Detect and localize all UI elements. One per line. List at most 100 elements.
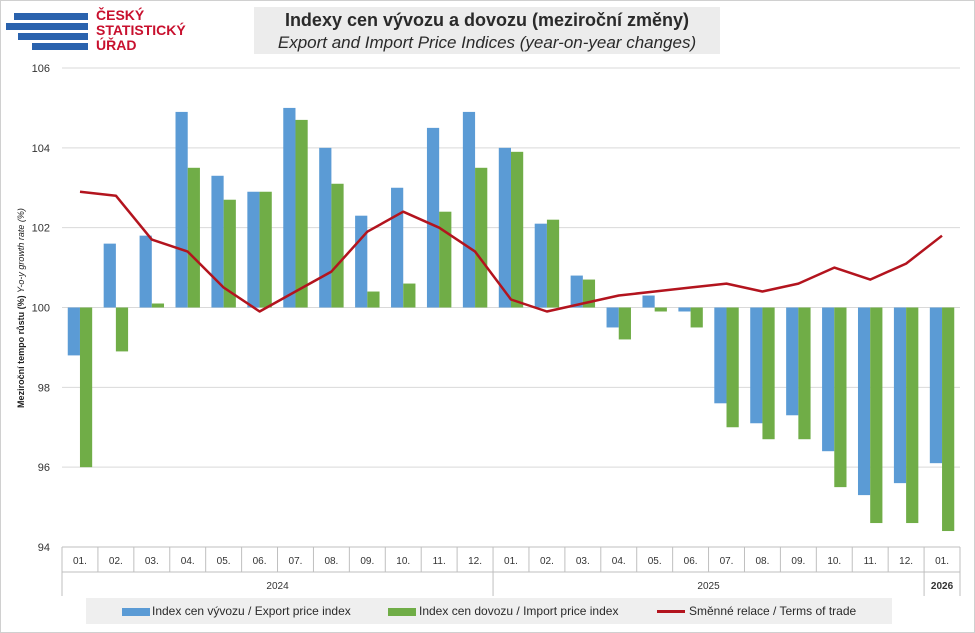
bars xyxy=(67,107,955,532)
import-bar xyxy=(654,307,667,312)
x-tick-label: 06. xyxy=(253,556,267,567)
x-tick-label: 05. xyxy=(217,556,231,567)
export-bar xyxy=(857,307,871,496)
export-bar xyxy=(534,223,547,308)
legend-swatch-terms xyxy=(657,610,685,613)
logo-bars-icon xyxy=(6,11,96,55)
import-bar xyxy=(906,307,919,524)
import-bar xyxy=(439,211,452,308)
export-bar xyxy=(103,243,116,308)
y-tick-label: 96 xyxy=(38,462,50,474)
export-bar xyxy=(175,111,188,308)
legend: Index cen vývozu / Export price index In… xyxy=(86,598,892,624)
x-tick-label: 11. xyxy=(864,556,877,567)
y-axis-label: Meziroční tempo růstu (%) Y-o-y growth r… xyxy=(16,208,26,408)
import-bar xyxy=(79,307,93,468)
axes: 94 96 98 100 102 104 106 01. 02. 03. 04. 05. 06. 07. 0… xyxy=(32,63,961,596)
chart-title-box: Indexy cen vývozu a dovozu (meziroční zm… xyxy=(254,7,720,54)
export-bar xyxy=(822,307,835,452)
export-bar xyxy=(929,307,943,464)
import-bar xyxy=(618,307,631,340)
export-bar xyxy=(139,235,152,308)
y-tick-label: 100 xyxy=(32,303,50,315)
export-bar xyxy=(714,307,727,404)
x-tick-label: 10. xyxy=(827,556,841,567)
legend-swatch-export xyxy=(122,608,150,616)
x-tick-label: 06. xyxy=(684,556,698,567)
csu-logo: ČESKÝ STATISTICKÝ ÚŘAD xyxy=(6,6,196,58)
x-tick-label: 12. xyxy=(468,556,482,567)
logo-line-1: ČESKÝ xyxy=(96,7,145,23)
terms-of-trade-line-group xyxy=(79,190,943,313)
y-tick-label: 94 xyxy=(38,542,50,554)
export-bar xyxy=(211,175,224,308)
import-bar xyxy=(367,291,380,308)
x-tick-label: 04. xyxy=(612,556,626,567)
y-axis-label-sub: Y-o-y growth rate (%) xyxy=(16,208,26,293)
x-tick-label: 01. xyxy=(504,556,518,567)
export-bar xyxy=(570,275,583,308)
x-tick-label: 02. xyxy=(109,556,123,567)
x-tick-label: 09. xyxy=(791,556,805,567)
export-bar xyxy=(355,215,368,308)
y-tick-label: 106 xyxy=(32,63,50,75)
export-bar xyxy=(606,307,619,328)
import-bar xyxy=(151,303,165,308)
legend-label-export: Index cen vývozu / Export price index xyxy=(152,604,351,618)
terms-of-trade-line xyxy=(79,190,943,313)
import-bar xyxy=(834,307,847,488)
x-tick-label: 04. xyxy=(181,556,195,567)
import-bar xyxy=(259,191,272,308)
logo-line-3: ÚŘAD xyxy=(96,37,137,53)
year-label: 2025 xyxy=(697,581,720,592)
export-bar xyxy=(678,307,691,312)
export-bar xyxy=(642,295,655,308)
year-label: 2024 xyxy=(266,581,289,592)
y-tick-label: 104 xyxy=(32,143,50,155)
export-bar xyxy=(426,127,440,308)
export-bar xyxy=(67,307,80,356)
x-tick-label: 11. xyxy=(433,556,446,567)
y-tick-label: 98 xyxy=(38,382,50,394)
x-tick-label: 12. xyxy=(899,556,913,567)
export-bar xyxy=(391,187,404,308)
import-bar xyxy=(511,151,524,308)
chart-title: Indexy cen vývozu a dovozu (meziroční zm… xyxy=(284,10,690,30)
x-tick-label: 05. xyxy=(648,556,662,567)
export-bar xyxy=(247,191,260,308)
import-bar xyxy=(331,183,344,308)
export-bar xyxy=(283,107,296,308)
x-tick-label: 03. xyxy=(576,556,590,567)
y-tick-label: 102 xyxy=(32,223,50,235)
y-axis-label-main: Meziroční tempo růstu (%) xyxy=(16,293,26,408)
x-tick-label: 09. xyxy=(360,556,374,567)
import-bar xyxy=(115,307,129,352)
x-tick-label: 03. xyxy=(145,556,159,567)
import-bar xyxy=(546,219,560,308)
import-bar xyxy=(403,283,416,308)
export-bar xyxy=(786,307,799,416)
import-bar xyxy=(762,307,775,440)
export-bar xyxy=(462,111,476,308)
legend-label-import: Index cen dovozu / Import price index xyxy=(419,604,619,618)
import-bar xyxy=(295,119,308,308)
logo-line-2: STATISTICKÝ xyxy=(96,22,186,38)
import-bar xyxy=(942,307,955,532)
year-label: 2026 xyxy=(931,581,954,592)
x-tick-label: 10. xyxy=(396,556,410,567)
import-bar xyxy=(690,307,703,328)
x-tick-label: 08. xyxy=(755,556,769,567)
export-bar xyxy=(319,147,332,308)
x-tick-label: 07. xyxy=(720,556,734,567)
legend-label-terms: Směnné relace / Terms of trade xyxy=(689,604,857,618)
import-bar xyxy=(798,307,811,440)
x-tick-label: 07. xyxy=(289,556,303,567)
x-tick-label: 01. xyxy=(935,556,949,567)
export-bar xyxy=(893,307,907,484)
import-bar xyxy=(726,307,739,428)
import-bar xyxy=(870,307,883,524)
export-bar xyxy=(750,307,763,424)
x-tick-label: 01. xyxy=(73,556,87,567)
import-bar xyxy=(187,167,200,308)
import-bar xyxy=(223,199,236,308)
